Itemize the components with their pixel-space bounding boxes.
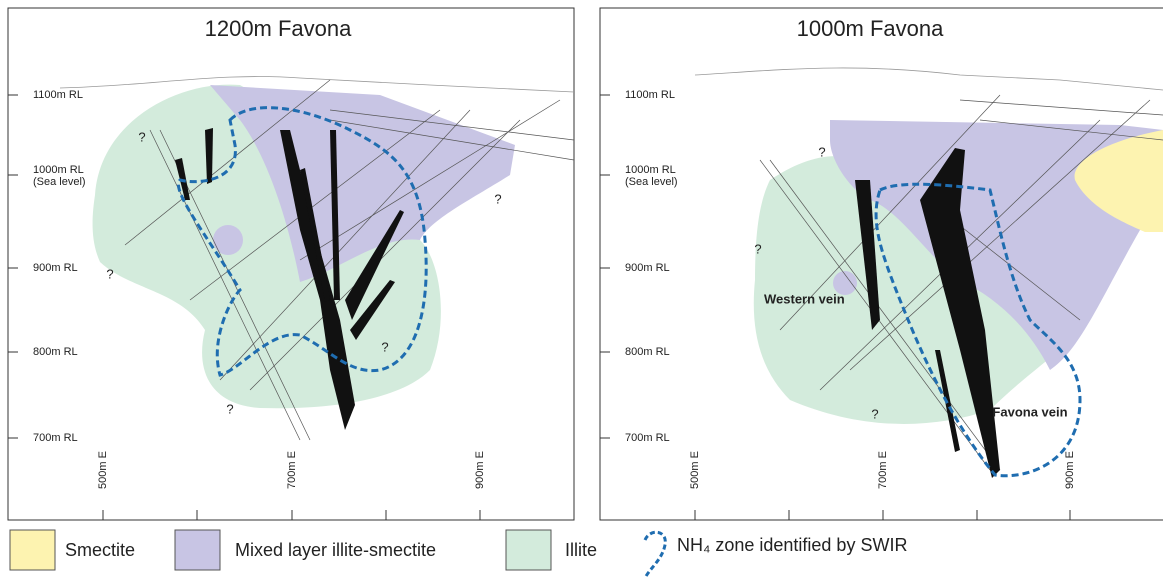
panel-title: 1200m Favona [205, 16, 353, 41]
easting-label: 900m E [474, 451, 486, 489]
question-mark: ? [138, 129, 145, 144]
easting-label: 700m E [877, 451, 889, 489]
legend-item: NH₄ zone identified by SWIR [645, 532, 907, 578]
rl-label: 1000m RL [33, 164, 84, 176]
rl-label: 800m RL [625, 346, 670, 358]
easting-label: 700m E [286, 451, 298, 489]
rl-label: 900m RL [625, 262, 670, 274]
question-mark: ? [871, 406, 878, 421]
question-mark: ? [106, 266, 113, 281]
sea-level-label: (Sea level) [33, 176, 86, 188]
vein-label: Favona vein [992, 404, 1067, 419]
question-mark: ? [754, 241, 761, 256]
easting-label: 500m E [97, 451, 109, 489]
vein-label: Western vein [764, 291, 845, 306]
question-mark: ? [226, 401, 233, 416]
question-mark: ? [381, 339, 388, 354]
question-mark: ? [818, 144, 825, 159]
legend-item: Mixed layer illite-smectite [175, 530, 436, 570]
rl-label: 800m RL [33, 346, 78, 358]
legend-swatch [175, 530, 220, 570]
question-mark: ? [494, 191, 501, 206]
rl-label: 1000m RL [625, 164, 676, 176]
panel-title: 1000m Favona [797, 16, 945, 41]
legend-label: Smectite [65, 540, 135, 560]
rl-label: 1100m RL [625, 89, 675, 101]
legend-label: Illite [565, 540, 597, 560]
rl-label: 700m RL [33, 432, 78, 444]
easting-label: 900m E [1064, 451, 1076, 489]
figure: 1200m Favona 1100m RL 1000m RL 900m RL 800m … [0, 0, 1163, 588]
legend-swatch [506, 530, 551, 570]
legend-label: NH₄ zone identified by SWIR [677, 535, 907, 555]
legend-label: Mixed layer illite-smectite [235, 540, 436, 560]
legend-item: Illite [506, 530, 597, 570]
rl-label: 900m RL [33, 262, 78, 274]
rl-label: 700m RL [625, 432, 670, 444]
legend-swatch [645, 532, 665, 578]
rl-label: 1100m RL [33, 89, 83, 101]
easting-label: 500m E [689, 451, 701, 489]
legend-swatch [10, 530, 55, 570]
sea-level-label: (Sea level) [625, 176, 678, 188]
legend-item: Smectite [10, 530, 135, 570]
mixed-layer-zone [213, 225, 243, 255]
